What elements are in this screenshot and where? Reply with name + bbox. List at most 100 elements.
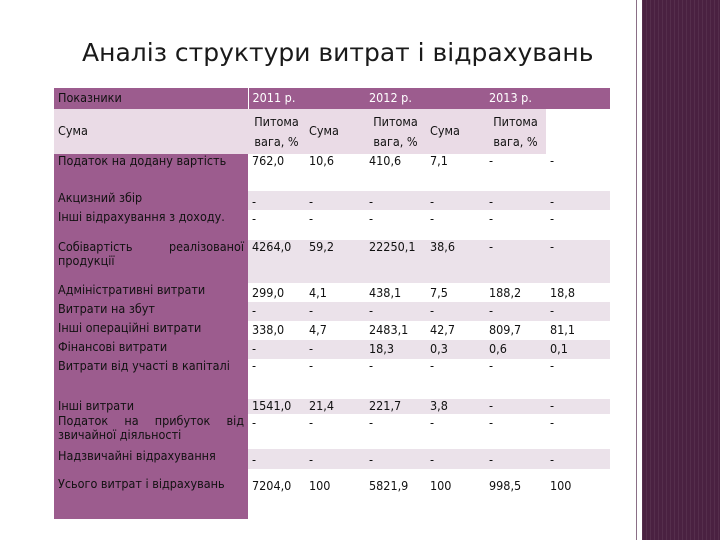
cell-value: - [305,413,365,449]
cell-value: - [485,358,546,399]
cell-value: 18,3 [365,339,426,359]
table-subheader-row: Сума Питома вага, % Сума Питома вага, % Сума Пи… [54,109,610,154]
cell-value: - [426,413,485,449]
cell-value: - [485,191,546,210]
table-row: Інші операційні витрати 338,0 4,7 2483,1 42,… [54,320,610,340]
cell-value: - [546,239,610,283]
cell-value: 3,8 [426,398,485,414]
page-title: Аналіз структури витрат і відрахувань [82,38,594,67]
cell-value: 2483,1 [365,320,426,340]
table-row: Собівартість реалізованої продукції 4264,… [54,239,610,283]
header-year-2012: 2012 р. [365,88,485,109]
cell-value: 0,1 [546,339,610,359]
cell-value: - [365,301,426,321]
cell-value: - [305,448,365,469]
table-row: Інші відрахування з доходу. - - - - - - [54,209,610,240]
row-label: Адміністративні витрати [54,282,248,302]
cell-value: - [546,398,610,414]
table-row: Податок на прибуток від звичайної діяльн… [54,413,610,449]
cell-value: 410,6 [365,153,426,191]
subheader-share-line2: вага, % [254,133,299,149]
row-label: Усього витрат і відрахувань [54,468,248,519]
row-label: Інші відрахування з доходу. [54,209,248,240]
cell-value: - [485,398,546,414]
table-row: Акцизний збір - - - - - - [54,190,610,210]
subheader-sum: Сума [426,109,485,154]
row-label: Фінансові витрати [54,339,248,359]
cell-value: 42,7 [426,320,485,340]
cell-value: - [546,153,610,191]
cell-value: 7,1 [426,153,485,191]
cell-value: 438,1 [365,282,426,302]
cell-value: - [426,209,485,240]
cell-value: - [365,209,426,240]
cell-value: - [248,209,305,240]
cell-value: - [305,358,365,399]
cell-value: - [546,301,610,321]
cell-value: - [248,301,305,321]
cell-value: 188,2 [485,282,546,302]
cell-value: 338,0 [248,320,305,340]
cell-value: 998,5 [485,468,546,519]
subheader-sum: Сума [305,109,365,154]
row-label: Витрати на збут [54,301,248,321]
cell-value: 5821,9 [365,468,426,519]
cell-value: 100 [546,468,610,519]
row-label: Податок на прибуток від звичайної діяльн… [54,413,248,449]
header-year-2013: 2013 р. [485,88,610,109]
side-divider-line [636,0,637,540]
cell-value: 100 [305,468,365,519]
subheader-share-line2: вага, % [493,133,538,149]
subheader-share-line1: Питома [254,114,299,129]
cell-value: - [426,358,485,399]
cell-value: 0,6 [485,339,546,359]
cell-value: 18,8 [546,282,610,302]
table-row: Адміністративні витрати 299,0 4,1 438,1 7,5 1… [54,282,610,302]
header-indicators: Показники [54,88,249,109]
cell-value: - [365,413,426,449]
row-label: Надзвичайні відрахування [54,448,248,469]
cell-value: - [485,153,546,191]
cell-value: - [248,358,305,399]
subheader-share-line1: Питома [493,114,538,129]
subheader-share-line2: вага, % [373,133,418,149]
row-label: Інші операційні витрати [54,320,248,340]
cell-value: - [546,191,610,210]
table-row: Інші витрати 1541,0 21,4 221,7 3,8- - [54,398,610,414]
cell-value: 4,1 [305,282,365,302]
cell-value: - [305,339,365,359]
row-label: Податок на додану вартість [54,153,248,191]
table-row: Податок на додану вартість 762,0 10,6 410,6… [54,153,610,191]
cell-value: 38,6 [426,239,485,283]
cell-value: - [485,413,546,449]
cell-value: 81,1 [546,320,610,340]
cell-value: - [485,239,546,283]
cell-value: - [546,413,610,449]
row-label: Акцизний збір [54,190,248,210]
cell-value: 100 [426,468,485,519]
table-row: Витрати від участі в капіталі - - - - - - [54,358,610,399]
cell-value: - [426,448,485,469]
header-year-2011: 2011 р. [248,88,365,109]
cell-value: - [485,209,546,240]
cell-value: 7,5 [426,282,485,302]
cell-value: 809,7 [485,320,546,340]
cell-value: 221,7 [365,398,426,414]
cell-value: - [546,209,610,240]
table-header-row: Показники 2011 р. 2012 р. 2013 р. [54,88,610,109]
table-row: Усього витрат і відрахувань 7204,0 100 5821… [54,468,610,519]
cell-value: 22250,1 [365,239,426,283]
subheader-share: Питома вага, % [365,109,426,154]
cell-value: - [365,358,426,399]
cell-value: - [305,191,365,210]
row-label: Витрати від участі в капіталі [54,358,248,399]
cell-value: - [248,191,305,210]
row-label: Собівартість реалізованої продукції [54,239,248,283]
expenses-table: Показники 2011 р. 2012 р. 2013 р. Сума Пи… [54,88,610,519]
cell-value: 59,2 [305,239,365,283]
cell-value: 21,4 [305,398,365,414]
cell-value: - [426,301,485,321]
cell-value: - [365,191,426,210]
cell-value: - [248,448,305,469]
cell-value: - [426,191,485,210]
